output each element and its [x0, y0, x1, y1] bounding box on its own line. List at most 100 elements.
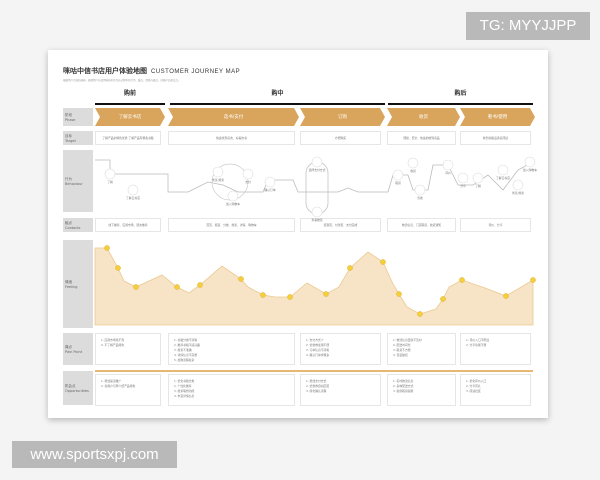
pains-item: 4. 包装破损 — [393, 353, 408, 357]
pains-item: 1. 书籍分类不清晰 — [174, 338, 198, 342]
pains-item: 4. 确认订单步骤多 — [306, 353, 330, 357]
opportunities-item: 1. 增加渠道推广 — [101, 379, 122, 383]
contacts-cell: 首页、频道、分类、搜索、详情、购物车 — [168, 218, 295, 232]
pains-cell: 1. 物流信息更新不及时 2. 配送时间长 3. 取货不方便 4. 包装破损 — [387, 333, 456, 365]
phase-5: 看书/使用 — [460, 108, 535, 126]
opportunities-item: 1. 优化评价入口 — [466, 379, 487, 383]
row-label-feeling: 情绪 Feeling — [63, 240, 93, 328]
row-label-behaviour: 行为 Behaviour — [63, 150, 93, 212]
pains-item: 1. 物流信息更新不及时 — [393, 338, 422, 342]
targets-cell: 方便购买 — [300, 131, 381, 145]
targets-cell: 便捷、安全、快速的收到商品 — [387, 131, 456, 145]
page-title: 咪咕中信书店用户体验地图 CUSTOMER JOURNEY MAP — [63, 66, 240, 76]
opportunities-item: 3. 阅读社区 — [466, 389, 481, 393]
behaviour-flow: 了解了解云书店浏览/搜索加入购物车支付确认订单选择支付方式查看物流取货收货签收评… — [95, 156, 537, 222]
pains-item: 1. 应用市场找不到 — [101, 338, 125, 342]
emotion-face-icon — [323, 291, 329, 297]
opportunities-cell: 1. 优化书籍分类 2. 个性化推荐 3. 搜索联想功能 4. 丰富详情信息 — [168, 374, 295, 406]
behaviour-node-icon — [414, 184, 426, 196]
behaviour-label: 收货 — [410, 169, 416, 173]
behaviour-node-icon — [212, 166, 224, 178]
row-label-contacts: 触点 Contacts — [63, 218, 93, 232]
behaviour-label: 了解 — [475, 184, 481, 188]
opportunities-cell: 1. 增加渠道推广 2. 新用户引导介绍产品特色 — [95, 374, 161, 406]
phase-3: 订购 — [300, 108, 385, 126]
pains-item: 2. 优惠券使用不便 — [306, 343, 330, 347]
emotion-face-icon — [133, 284, 139, 290]
pains-item: 3. 取货不方便 — [393, 348, 411, 352]
pains-item: 5. 加购流程复杂 — [174, 358, 195, 362]
behaviour-label: 支付 — [245, 180, 251, 184]
pains-item: 2. 配送时间长 — [393, 343, 411, 347]
emotion-face-icon — [380, 259, 386, 265]
watermark-bottom: www.sportsxpj.com — [12, 441, 177, 468]
flow-line — [95, 159, 534, 193]
opportunities-item: 2. 优惠券自动匹配 — [306, 384, 330, 388]
behaviour-label: 签收 — [417, 196, 423, 200]
behaviour-label: 浏览/搜索 — [212, 178, 224, 182]
contacts-cell: 评价、分享 — [460, 218, 531, 232]
subtitle: 根据用户访谈和调研，梳理用户在使用咪咕中信书店过程中的行为、触点、情绪与痛点，挖… — [63, 79, 181, 82]
pains-item: 2. 推荐书籍不感兴趣 — [174, 343, 200, 347]
opportunities-cell: 1. 增加支付方式 2. 优惠券自动匹配 3. 简化确认流程 — [300, 374, 381, 406]
emotion-face-icon — [197, 282, 203, 288]
emotion-face-icon — [530, 277, 536, 283]
row-label-pain-point: 痛点 Pain Point — [63, 333, 93, 365]
row-label-target: 目标 Target — [63, 131, 93, 145]
pains-cell: 1. 应用市场找不到 2. 不了解产品特色 — [95, 333, 161, 365]
behaviour-label: 查看物流 — [311, 218, 322, 222]
behaviour-node-icon — [472, 172, 484, 184]
pains-cell: 1. 书籍分类不清晰 2. 推荐书籍不感兴趣 3. 搜索不准确 4. 详情信息不完整 5… — [168, 333, 295, 365]
pains-item: 2. 不了解产品特色 — [101, 343, 125, 347]
watermark-top: TG: MYYJJPP — [466, 12, 590, 40]
opportunities-cell: 1. 优化评价入口 2. 分享有礼 3. 阅读社区 — [460, 374, 531, 406]
opportunities-item: 1. 增加支付方式 — [306, 379, 327, 383]
emotion-face-icon — [417, 311, 423, 317]
pains-item: 4. 详情信息不完整 — [174, 353, 198, 357]
opportunities-item: 3. 提供取货提醒 — [393, 389, 414, 393]
emotion-curve — [94, 245, 536, 326]
contacts-cell: 物流信息、门店取货、收货通知 — [387, 218, 456, 232]
behaviour-node-icon — [242, 168, 254, 180]
behaviour-label: 浏览/搜索 — [512, 191, 524, 195]
emotion-face-icon — [347, 265, 353, 271]
behaviour-label: 了解云书店 — [496, 176, 510, 180]
pains-item: 1. 评价入口不明显 — [466, 338, 490, 342]
stage-pre: 购前 — [95, 88, 165, 105]
opportunities-item: 1. 实时物流信息 — [393, 379, 414, 383]
opportunity-divider — [95, 370, 533, 372]
phase-2: 选书/支付 — [168, 108, 299, 126]
behaviour-label: 评价 — [445, 171, 451, 175]
opportunities-item: 2. 个性化推荐 — [174, 384, 192, 388]
pains-cell: 1. 支付方式少 2. 优惠券使用不便 3. 订单信息不清晰 4. 确认订单步骤多 — [300, 333, 381, 365]
behaviour-node-icon — [392, 169, 404, 181]
behaviour-node-icon — [264, 176, 276, 188]
title-en: CUSTOMER JOURNEY MAP — [151, 69, 241, 75]
contacts-cell: 线下推荐、应用市场、朋友推荐 — [95, 218, 161, 232]
emotion-face-icon — [459, 277, 465, 283]
behaviour-node-icon — [524, 156, 536, 168]
journey-map-document: 咪咕中信书店用户体验地图 CUSTOMER JOURNEY MAP 根据用户访谈和… — [48, 50, 548, 418]
pains-cell: 1. 评价入口不明显 2. 分享功能不便 — [460, 333, 531, 365]
stage-post: 购后 — [388, 88, 533, 105]
opportunities-item: 3. 搜索联想功能 — [174, 389, 195, 393]
title-cn: 咪咕中信书店用户体验地图 — [63, 67, 147, 75]
behaviour-node-icon — [127, 184, 139, 196]
opportunities-item: 2. 多种配送方式 — [393, 384, 414, 388]
emotion-face-icon — [174, 284, 180, 290]
emotion-face-icon — [104, 245, 110, 251]
phase-1: 了解云书店 — [95, 108, 165, 126]
behaviour-node-icon — [457, 172, 469, 184]
behaviour-node-icon — [311, 206, 323, 218]
behaviour-node-icon — [442, 159, 454, 171]
opportunities-item: 2. 分享有礼 — [466, 384, 481, 388]
opportunities-item: 4. 丰富详情信息 — [174, 394, 195, 398]
emotion-face-icon — [396, 291, 402, 297]
opportunities-item: 3. 简化确认流程 — [306, 389, 327, 393]
targets-cell: 收到书籍后满意阅读 — [460, 131, 531, 145]
behaviour-label: 加入购物车 — [523, 168, 537, 172]
targets-cell: 了解产品的特色优势 了解产品有哪些书籍 — [95, 131, 161, 145]
behaviour-label: 了解云书店 — [126, 196, 140, 200]
pains-item: 3. 订单信息不清晰 — [306, 348, 330, 352]
behaviour-node-icon — [407, 157, 419, 169]
